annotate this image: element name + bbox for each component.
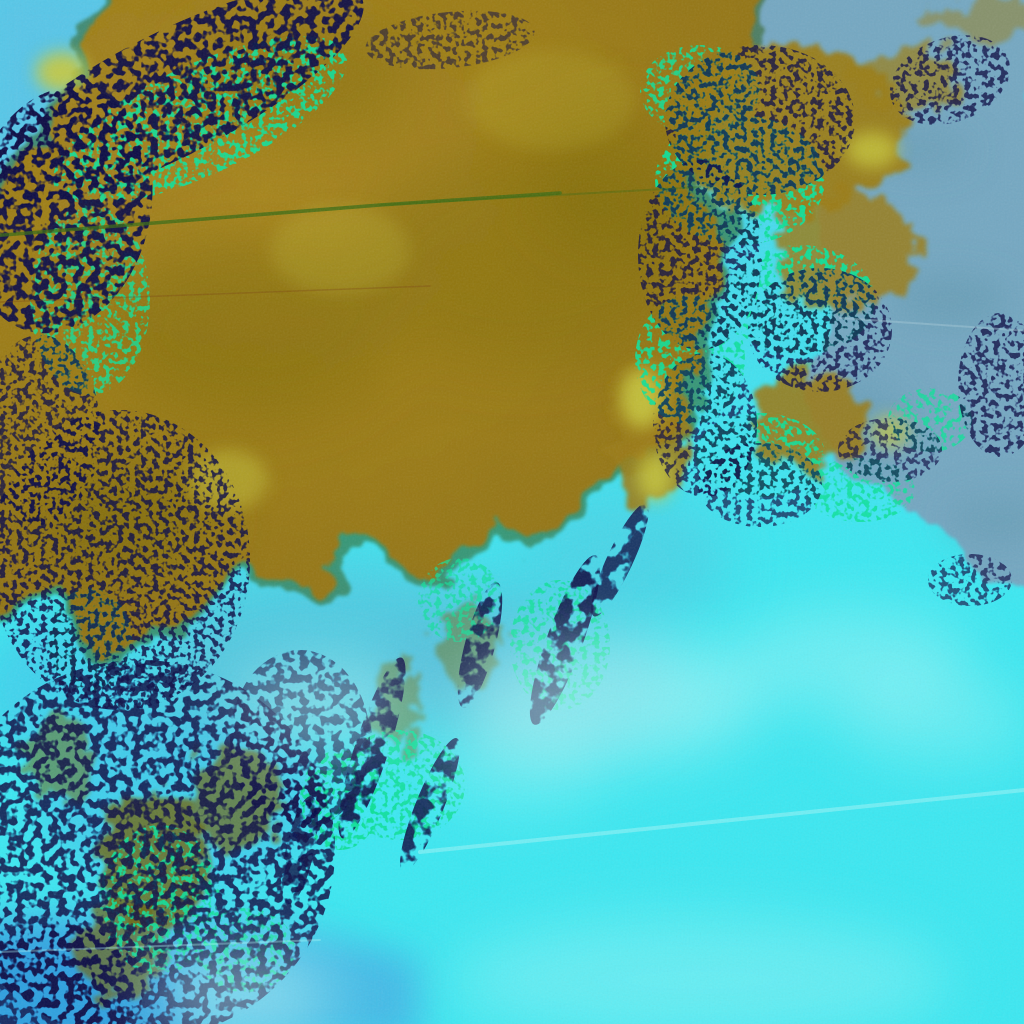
satellite-canvas: [0, 0, 1024, 1024]
grain-overlay: [0, 0, 1024, 1024]
satellite-image: [0, 0, 1024, 1024]
